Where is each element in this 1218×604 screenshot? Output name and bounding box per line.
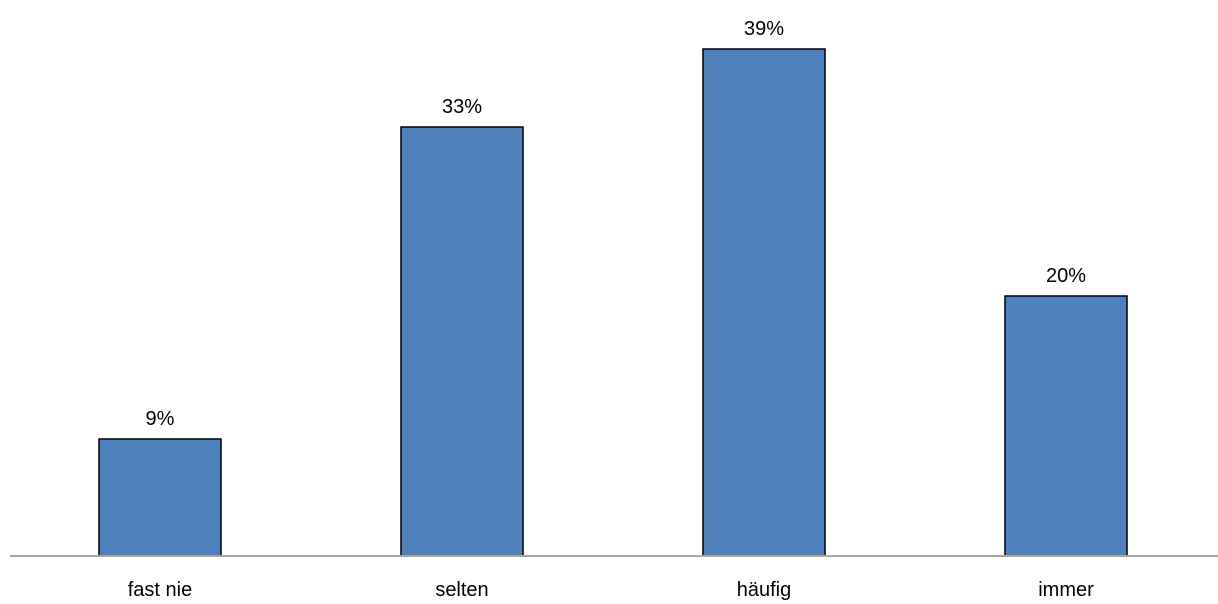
data-label: 39% (744, 18, 784, 40)
x-tick-label: immer (1038, 579, 1094, 601)
x-tick-labels-group: fast nie selten häufig immer (128, 579, 1094, 601)
data-label: 20% (1046, 265, 1086, 287)
data-label: 9% (146, 408, 175, 430)
x-tick-label: häufig (737, 579, 792, 601)
bar-immer (1004, 295, 1128, 557)
data-labels-group: 9% 33% 39% 20% (146, 18, 1087, 430)
x-tick-label: fast nie (128, 579, 192, 601)
x-tick-label: selten (435, 579, 488, 601)
bars-group (98, 48, 1128, 557)
bar-fast-nie (98, 438, 222, 557)
bar-selten (400, 126, 524, 557)
data-label: 33% (442, 96, 482, 118)
bar-häufig (702, 48, 826, 557)
